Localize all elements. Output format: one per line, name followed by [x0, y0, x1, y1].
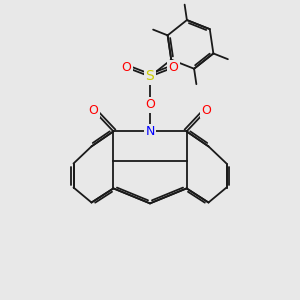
Text: S: S: [146, 70, 154, 83]
Text: O: O: [169, 61, 178, 74]
Text: N: N: [145, 125, 155, 138]
Text: O: O: [145, 98, 155, 112]
Text: O: O: [89, 104, 98, 117]
Text: O: O: [122, 61, 131, 74]
Text: O: O: [202, 104, 211, 117]
